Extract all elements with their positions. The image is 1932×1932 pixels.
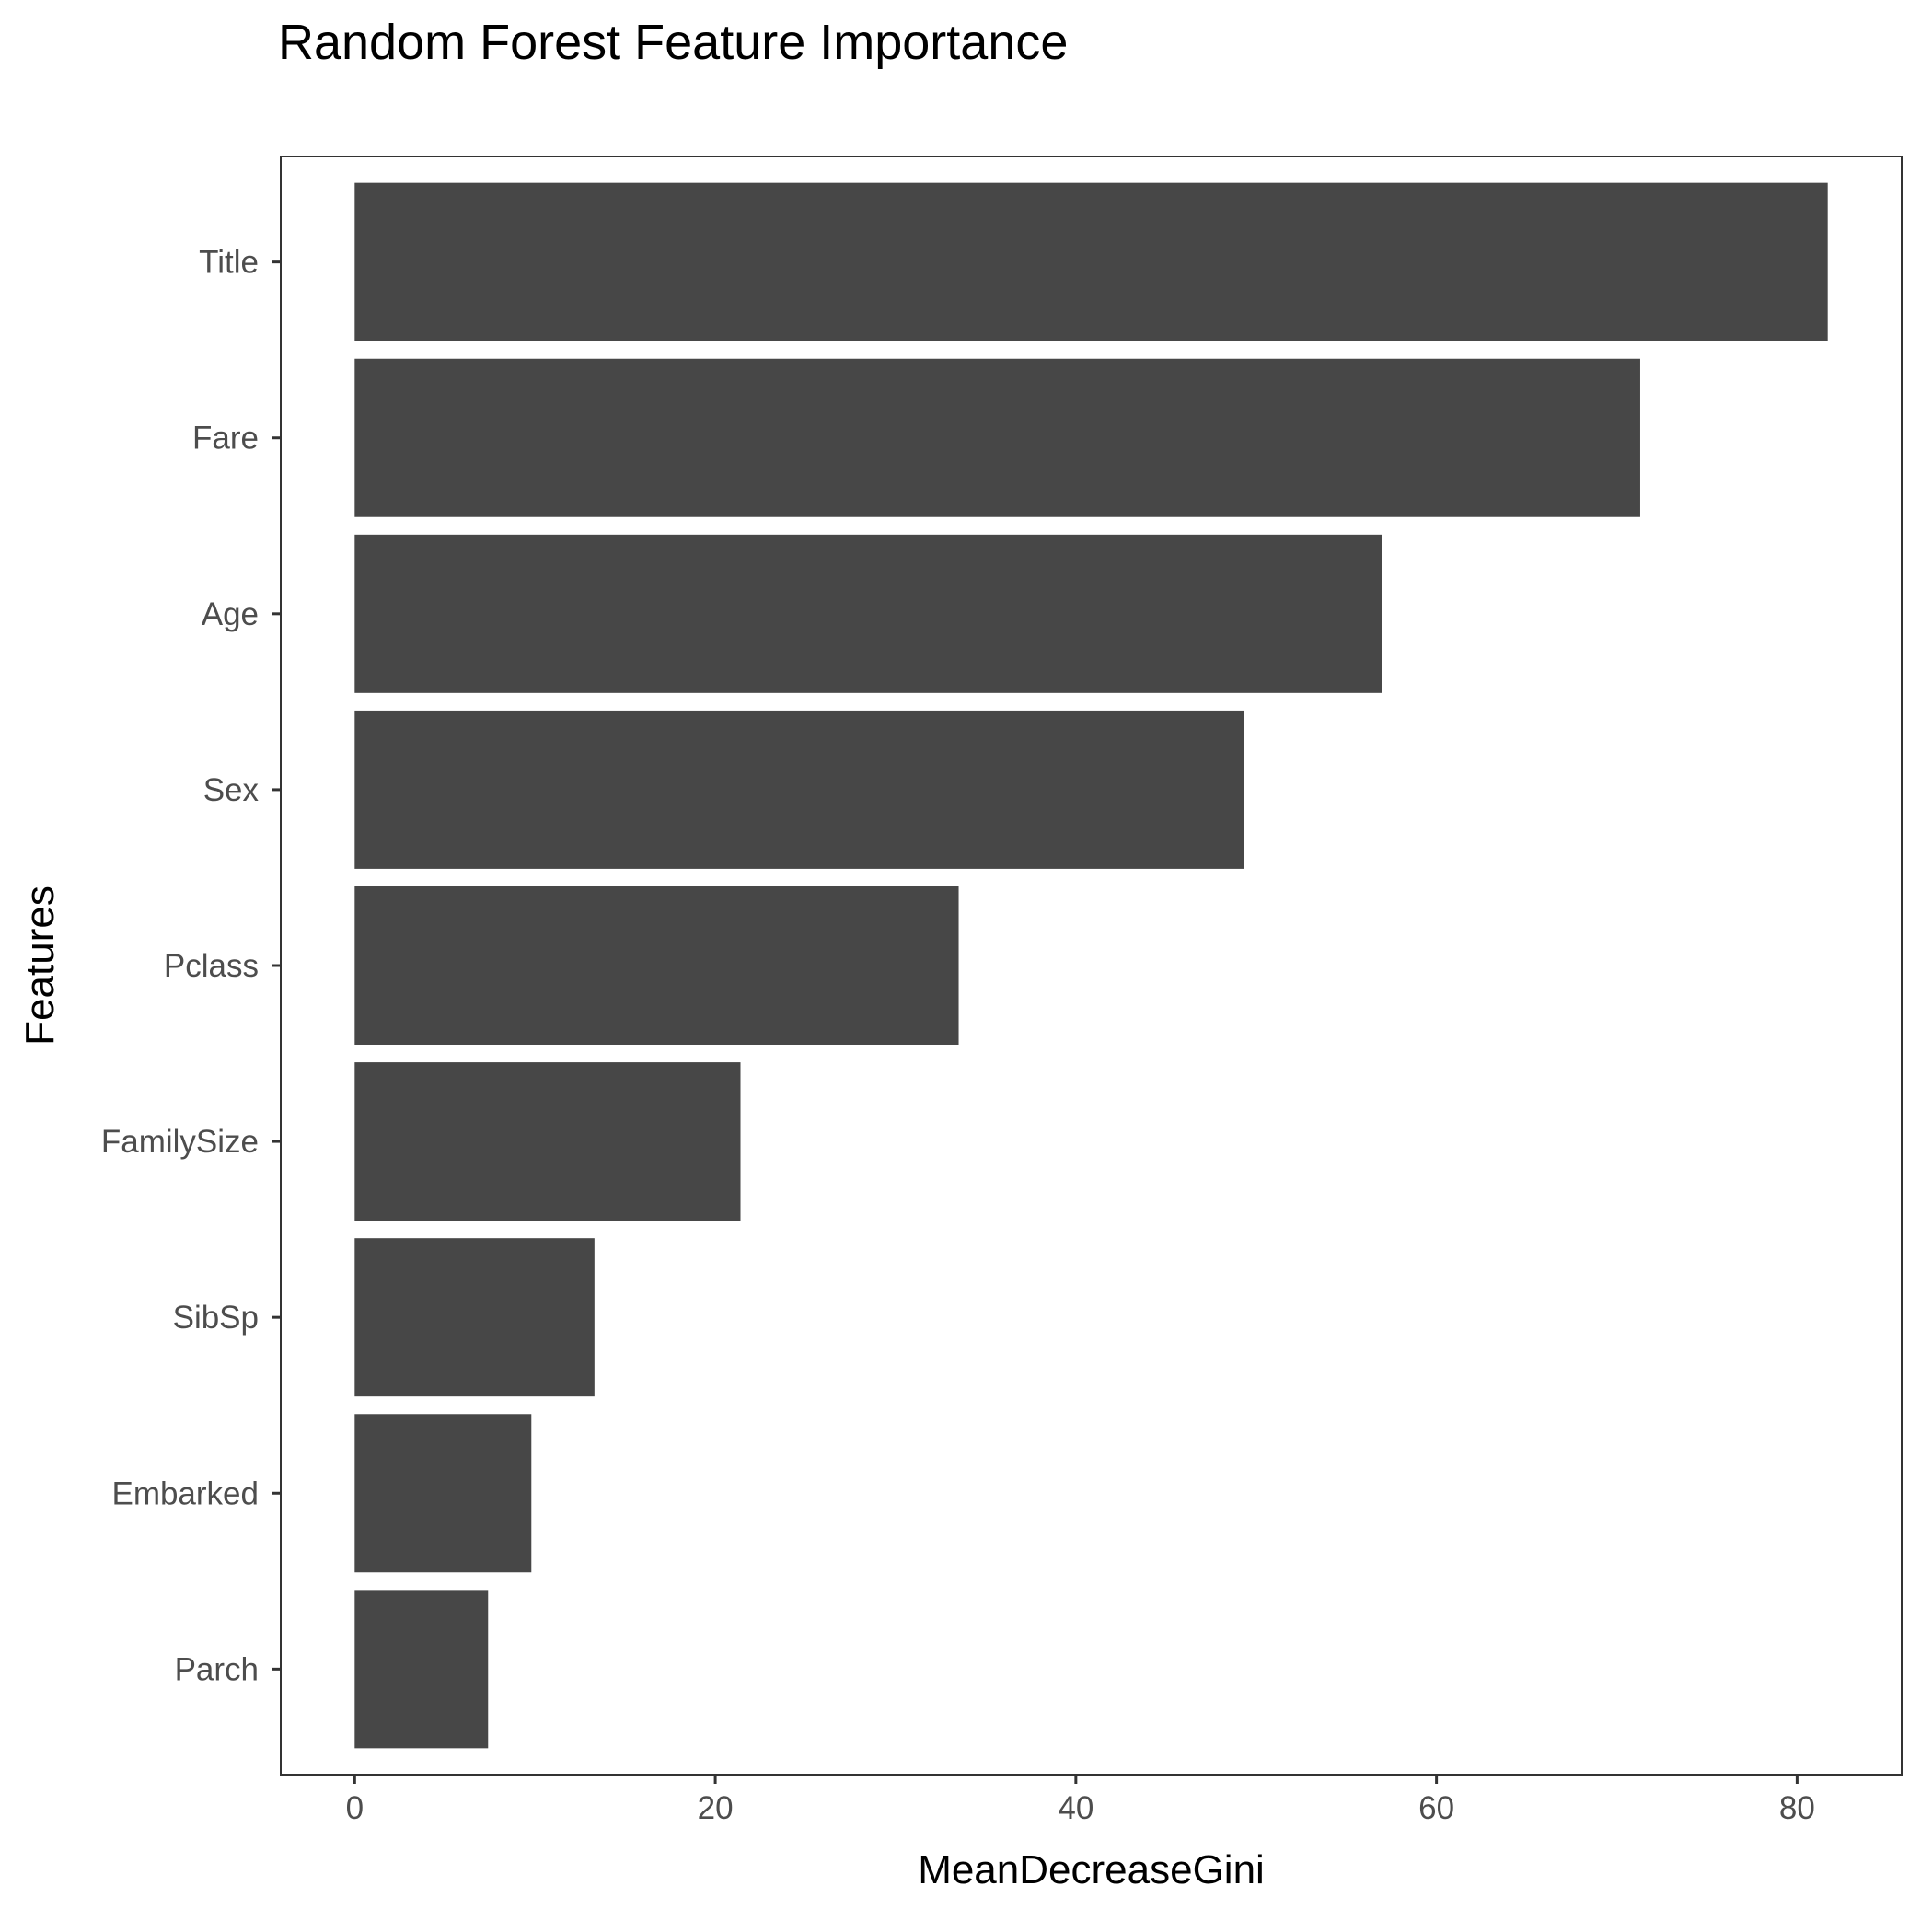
bar-age <box>354 534 1382 693</box>
y-tick-label: Embarked <box>111 1475 259 1511</box>
bar-sibsp <box>354 1238 595 1397</box>
y-tick-label: Pclass <box>164 948 259 984</box>
x-tick-label: 80 <box>1779 1790 1815 1826</box>
bar-familysize <box>354 1062 741 1221</box>
bar-title <box>354 182 1828 341</box>
bar-embarked <box>354 1414 532 1573</box>
bar-sex <box>354 710 1244 869</box>
x-axis: 0 20 40 60 80 <box>346 1775 1815 1826</box>
y-tick-label: Parch <box>175 1651 259 1687</box>
y-tick-label: Sex <box>203 772 260 808</box>
bar-fare <box>354 358 1640 517</box>
y-axis-title: Features <box>17 885 63 1046</box>
y-tick-label: Title <box>199 245 259 281</box>
y-tick-label: FamilySize <box>101 1124 259 1160</box>
x-tick-label: 40 <box>1058 1790 1093 1826</box>
x-tick-label: 0 <box>346 1790 364 1826</box>
y-axis: Title Fare Age Sex Pclass FamilySize SibSp Emba… <box>101 245 281 1687</box>
bar-pclass <box>354 886 959 1045</box>
x-tick-label: 20 <box>698 1790 734 1826</box>
bar-parch <box>354 1590 489 1749</box>
bars-group <box>354 182 1828 1749</box>
x-axis-title: MeanDecreaseGini <box>918 1847 1265 1892</box>
y-tick-label: Fare <box>192 421 259 457</box>
y-tick-label: Age <box>202 596 259 632</box>
chart-title: Random Forest Feature Importance <box>278 15 1068 70</box>
y-tick-label: SibSp <box>173 1300 259 1336</box>
x-tick-label: 60 <box>1418 1790 1454 1826</box>
